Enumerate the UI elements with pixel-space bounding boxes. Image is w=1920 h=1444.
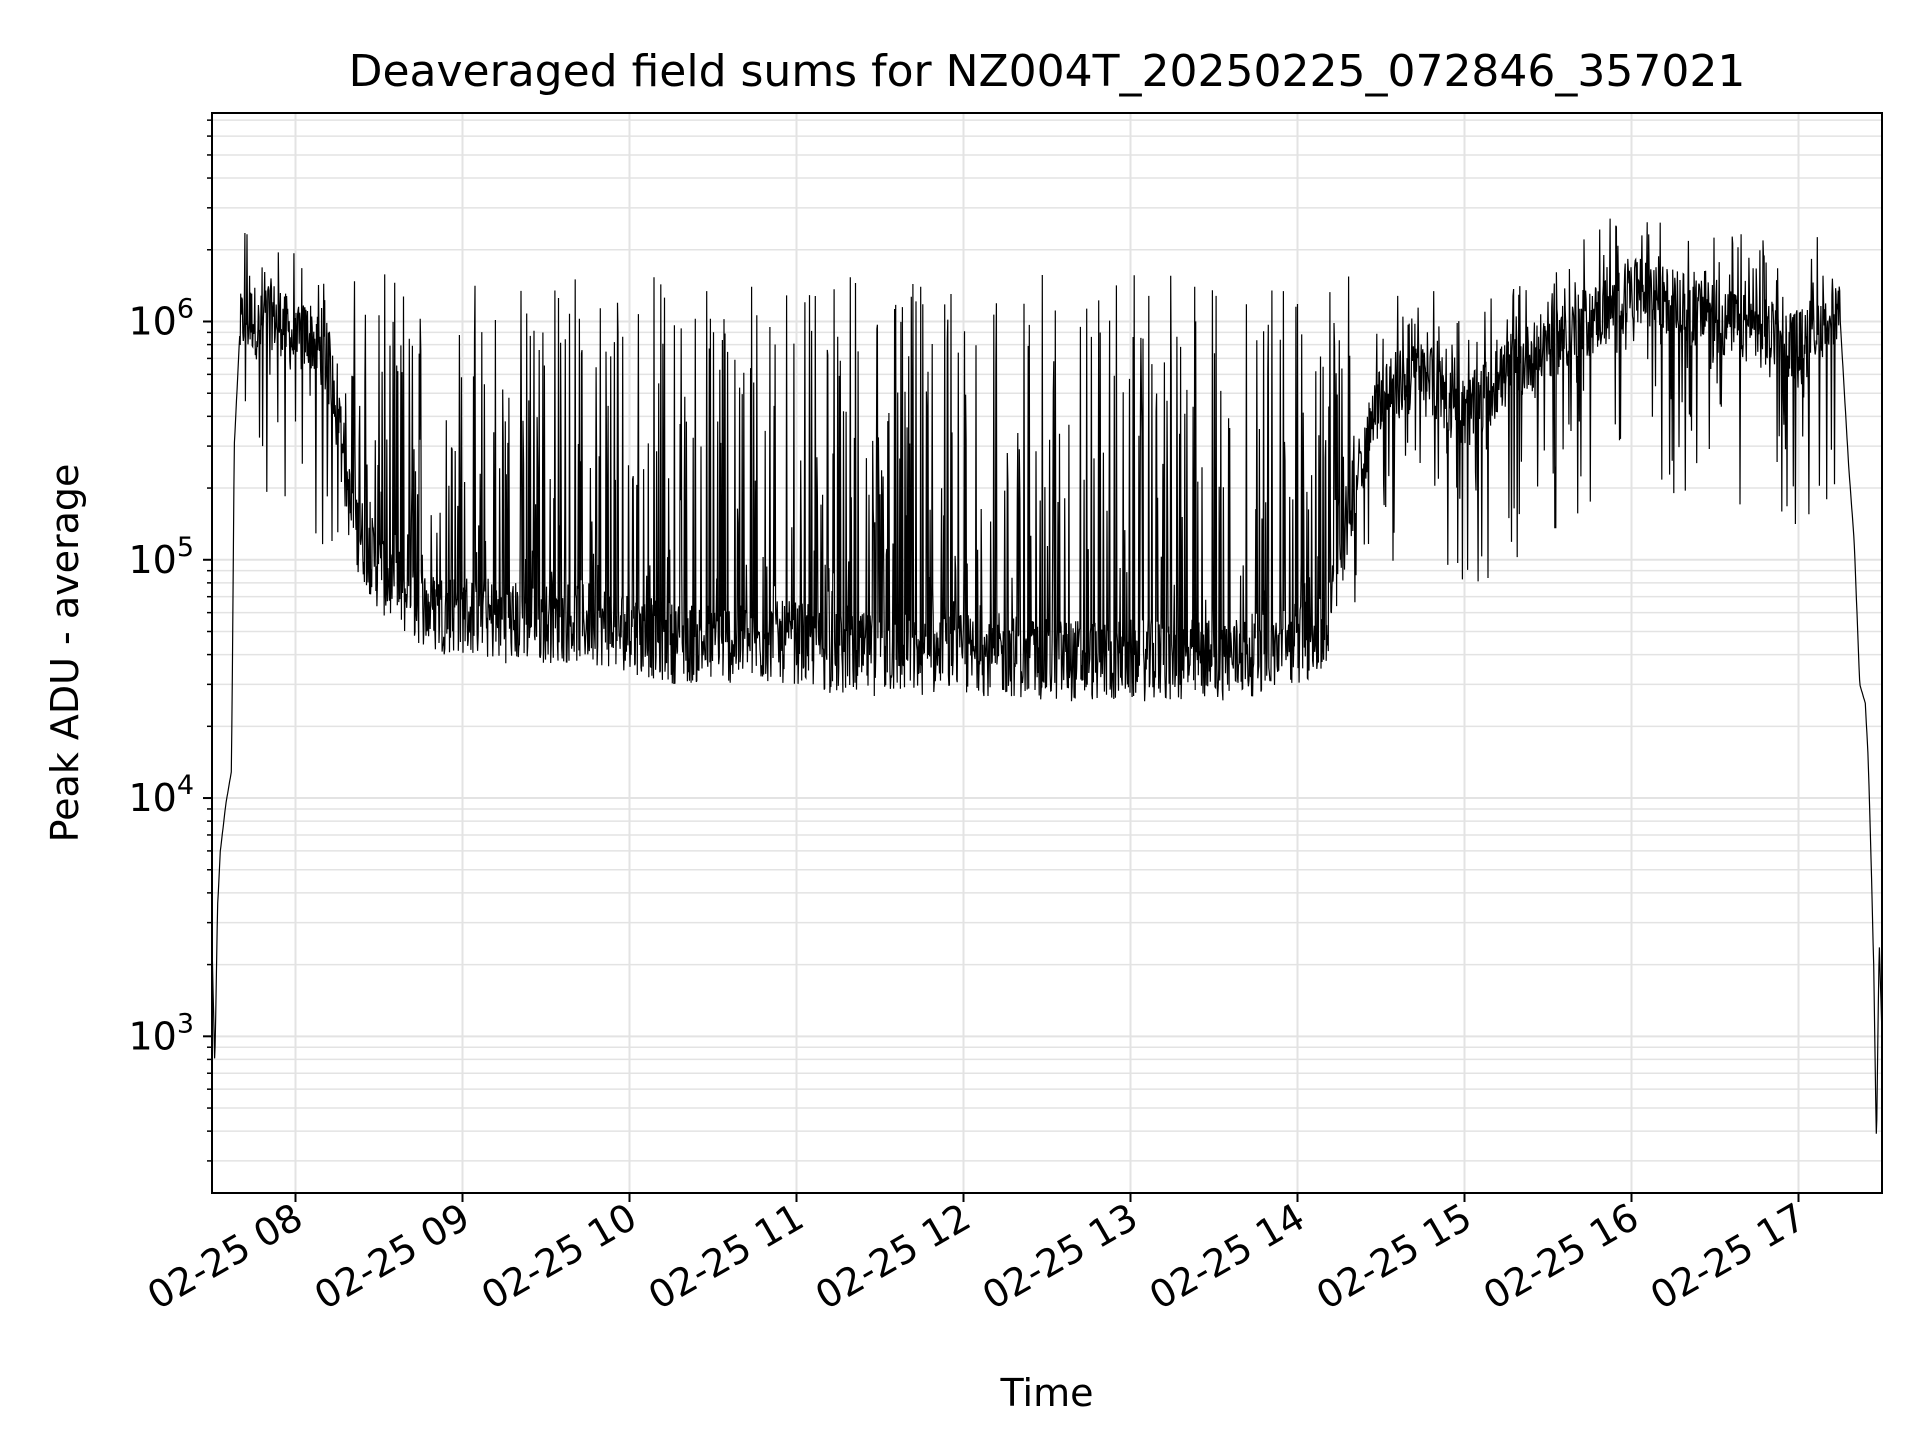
y-tick-label: 103 — [128, 1008, 194, 1058]
y-tick-label: 106 — [128, 294, 194, 344]
series-layer — [211, 218, 1883, 1134]
y-tick-label: 105 — [128, 532, 194, 582]
y-tick-label: 104 — [128, 770, 194, 820]
x-axis-label: Time — [1000, 1371, 1094, 1415]
series-line — [211, 218, 1883, 1134]
chart-title: Deaveraged field sums for NZ004T_2025022… — [349, 46, 1746, 97]
plot-frame — [211, 112, 1883, 1194]
y-axis-label: Peak ADU - average — [43, 464, 87, 843]
